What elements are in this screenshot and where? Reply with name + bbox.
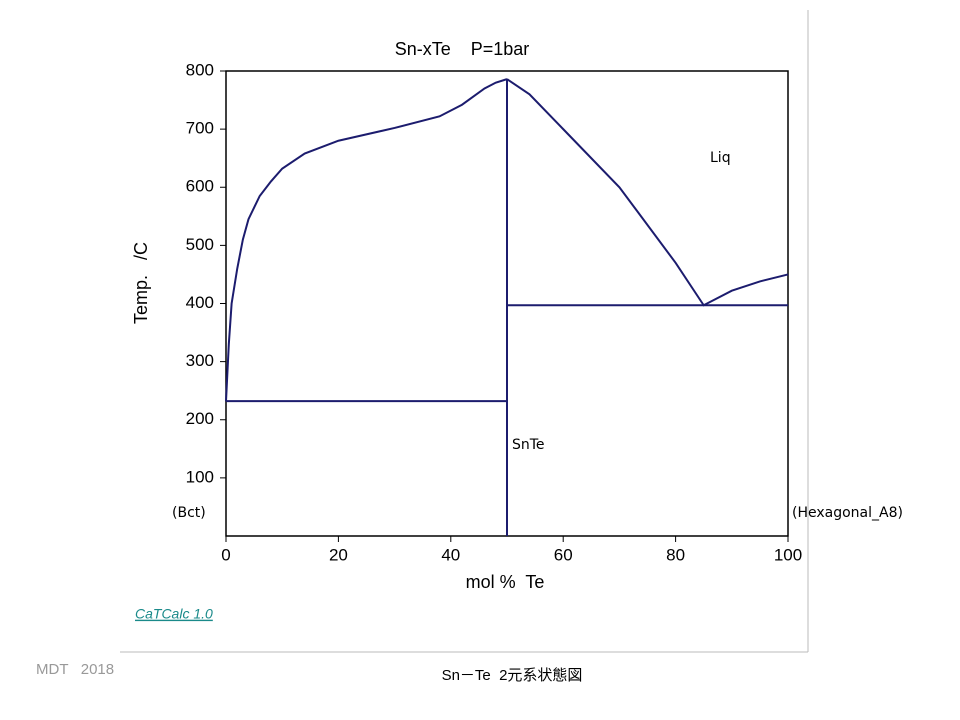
footer-left: MDT 2018 <box>36 661 114 678</box>
x-tick-label: 100 <box>774 545 802 564</box>
y-tick-label: 700 <box>186 119 214 138</box>
y-tick-label: 400 <box>186 293 214 312</box>
caption: Sn－Te 2元系状態図 <box>442 667 583 684</box>
y-tick-label: 600 <box>186 177 214 196</box>
y-tick-label: 100 <box>186 467 214 486</box>
y-tick-label: 200 <box>186 409 214 428</box>
chart-title: Sn-xTe P=1bar <box>395 39 530 59</box>
phase-boundary <box>225 78 508 402</box>
x-tick-label: 40 <box>441 545 460 564</box>
x-tick-label: 20 <box>329 545 348 564</box>
phase-boundary <box>506 78 789 307</box>
y-axis-label: Temp. /C <box>131 242 151 324</box>
x-axis-label: mol % Te <box>466 572 545 592</box>
x-tick-label: 0 <box>221 545 230 564</box>
region-label: (Hexagonal_A8) <box>792 505 903 521</box>
y-tick-label: 500 <box>186 235 214 254</box>
y-tick-label: 800 <box>186 60 214 79</box>
x-tick-label: 60 <box>554 545 573 564</box>
region-label: SnTe <box>512 437 545 453</box>
region-label: Liq <box>710 150 731 166</box>
x-tick-label: 80 <box>666 545 685 564</box>
region-label: (Bct) <box>172 505 206 521</box>
software-link[interactable]: CaTCalc 1.0 <box>135 606 213 622</box>
y-tick-label: 300 <box>186 351 214 370</box>
